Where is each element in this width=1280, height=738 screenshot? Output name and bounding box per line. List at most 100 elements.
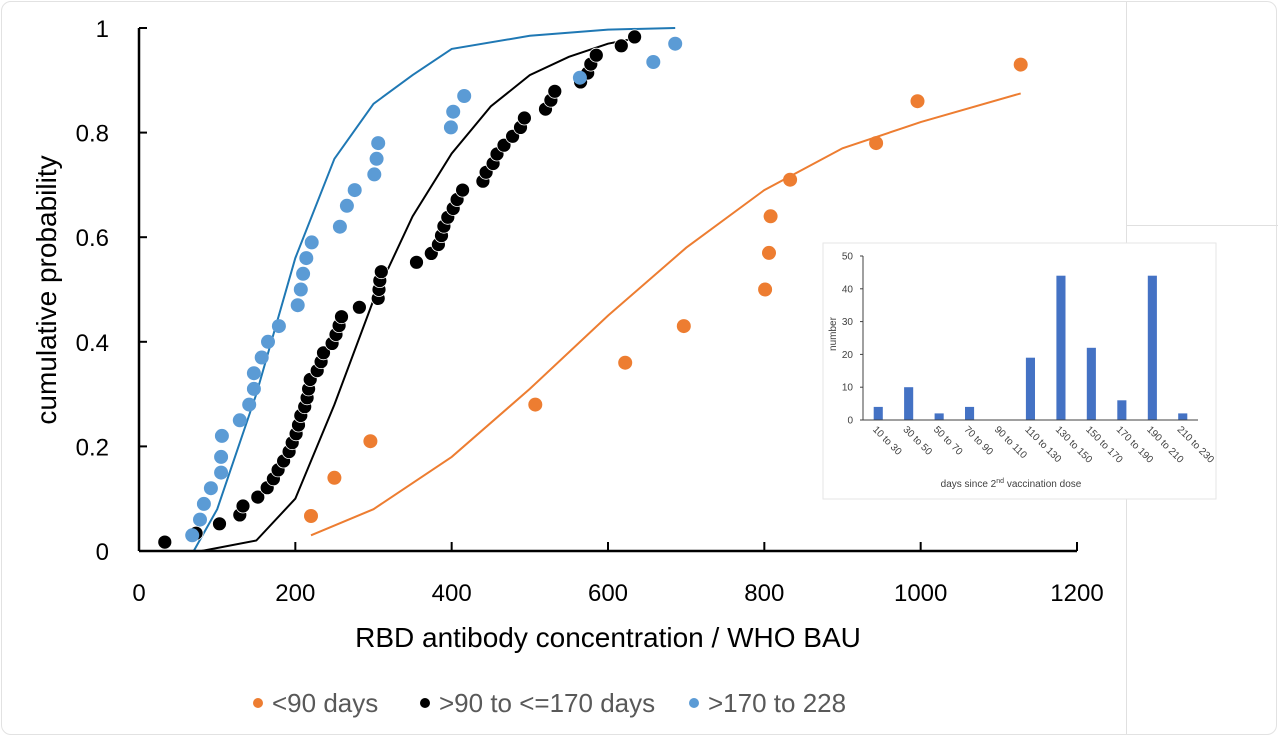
data-point-series-2 (290, 298, 305, 313)
data-point-series-0 (763, 209, 778, 224)
inset-y-tick-label: 20 (842, 350, 854, 361)
data-point-series-2 (293, 282, 308, 297)
y-tick-label: 0.4 (76, 330, 109, 357)
data-point-series-2 (339, 198, 354, 213)
inset-y-axis-title: number (828, 316, 839, 351)
frame-divider (1126, 2, 1127, 226)
data-point-series-0 (762, 245, 776, 260)
data-point-series-2 (457, 89, 472, 103)
data-point-series-2 (203, 481, 218, 496)
data-point-series-2 (246, 381, 261, 396)
data-point-series-2 (254, 350, 269, 365)
data-point-series-2 (304, 235, 319, 250)
data-point-series-2 (347, 183, 362, 198)
y-axis-title: cumulative probability (31, 155, 62, 424)
inset-x-title-pre: days since 2 (941, 479, 997, 490)
inset-bar (965, 406, 975, 420)
inset-y-tick-label: 40 (842, 284, 854, 295)
y-tick-label: 0.2 (76, 434, 109, 461)
fit-line-series-1 (201, 37, 635, 552)
x-axis-title: RBD antibody concentration / WHO BAU (355, 622, 861, 653)
data-point-series-1 (455, 182, 471, 198)
data-point-series-0 (1013, 57, 1028, 72)
data-point-series-1 (334, 309, 349, 325)
data-point-series-2 (668, 36, 683, 51)
legend-label-90-170: >90 to <=170 days (439, 688, 655, 718)
inset-x-title-sup: nd (996, 478, 1004, 485)
data-points (157, 29, 1028, 550)
inset-bar (904, 387, 914, 420)
data-point-series-2 (271, 319, 286, 334)
data-point-series-1 (517, 110, 532, 126)
data-point-series-2 (646, 55, 661, 69)
inset-bar (1117, 400, 1127, 420)
legend-label-170-228: >170 to 228 (708, 688, 846, 718)
data-point-series-2 (261, 334, 275, 349)
fit-line-series-0 (310, 92, 1021, 537)
data-point-series-1 (250, 489, 266, 505)
data-point-series-2 (232, 413, 247, 428)
data-point-series-0 (618, 355, 633, 370)
data-point-series-2 (371, 136, 386, 151)
data-point-series-1 (157, 534, 173, 550)
data-point-series-1 (316, 345, 331, 361)
data-point-series-2 (214, 428, 229, 443)
data-point-series-2 (369, 151, 384, 166)
data-point-series-0 (528, 397, 543, 412)
inset-y-tick-label: 0 (847, 416, 853, 427)
data-point-series-1 (235, 498, 251, 514)
data-point-series-1 (627, 29, 642, 45)
data-point-series-2 (185, 528, 200, 543)
data-point-series-2 (214, 449, 229, 464)
data-point-series-2 (299, 251, 314, 266)
data-point-series-1 (373, 264, 389, 280)
inset-bar (1056, 275, 1066, 420)
inset-x-axis-title: days since 2nd vaccination dose (941, 478, 1082, 490)
data-point-series-0 (869, 136, 884, 151)
x-tick-label: 400 (432, 580, 472, 607)
inset-axes: 0 10 20 30 40 50 (842, 252, 1198, 427)
data-point-series-2 (572, 70, 587, 85)
data-point-series-0 (676, 319, 691, 334)
x-tick-label: 0 (132, 580, 145, 607)
x-tick-label: 600 (588, 580, 628, 607)
data-point-series-2 (242, 397, 257, 412)
data-point-series-0 (327, 470, 342, 485)
inset-bar (934, 413, 944, 420)
data-point-series-1 (547, 83, 563, 99)
legend-marker-170-228 (689, 698, 699, 708)
data-point-series-1 (351, 299, 367, 315)
data-point-series-2 (193, 512, 207, 527)
data-point-series-2 (214, 465, 229, 480)
data-point-series-1 (409, 254, 424, 270)
fit-line-series-2 (192, 27, 676, 552)
data-point-series-0 (758, 282, 773, 297)
data-point-series-2 (443, 120, 458, 135)
legend-marker-lt90 (253, 698, 263, 708)
frame-divider (1126, 225, 1278, 226)
inset-bar (873, 406, 883, 420)
data-point-series-1 (212, 516, 227, 532)
inset-bar (1086, 347, 1096, 420)
data-point-series-2 (446, 104, 461, 119)
data-point-series-2 (246, 366, 261, 381)
inset-bar-chart: number days since 2nd vaccination dose 1… (822, 242, 1217, 500)
data-point-series-1 (588, 47, 604, 63)
inset-bar (1147, 275, 1157, 420)
x-tick-label: 200 (275, 580, 315, 607)
legend-marker-90-170 (420, 698, 430, 708)
inset-background (822, 242, 1217, 500)
x-tick-label: 1000 (894, 580, 947, 607)
x-tick-label: 800 (744, 580, 784, 607)
legend-label-lt90: <90 days (272, 688, 378, 718)
data-point-series-2 (367, 167, 382, 182)
data-point-series-0 (304, 509, 318, 523)
data-point-series-0 (363, 434, 378, 449)
inset-bar (1178, 413, 1188, 420)
inset-bar (1025, 357, 1035, 420)
data-point-series-0 (910, 94, 925, 109)
data-point-series-1 (496, 137, 512, 153)
